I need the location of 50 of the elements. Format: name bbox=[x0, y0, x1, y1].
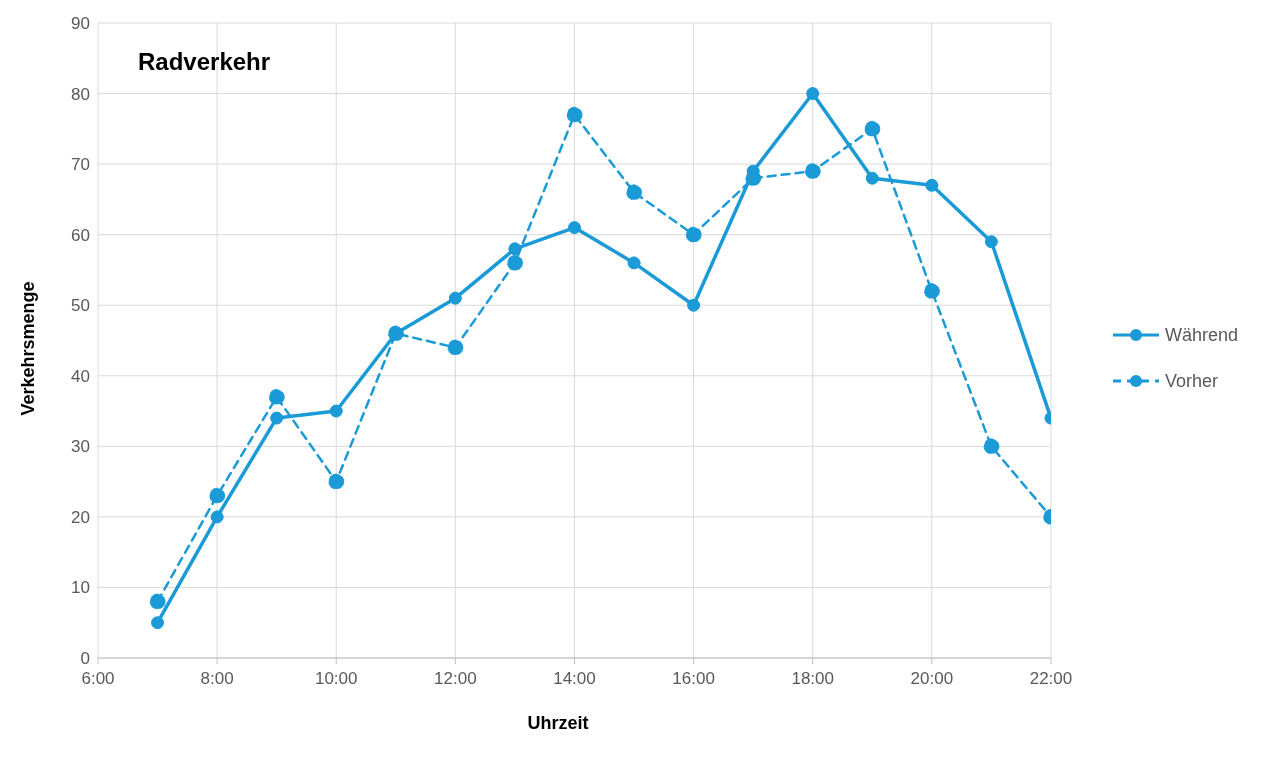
point bbox=[329, 404, 343, 418]
point bbox=[627, 256, 641, 270]
x-tick-label: 14:00 bbox=[553, 669, 596, 689]
point bbox=[806, 87, 820, 101]
point bbox=[506, 254, 523, 271]
point bbox=[448, 291, 462, 305]
point bbox=[151, 616, 165, 630]
text: Radverkehr bbox=[138, 48, 271, 76]
x-tick-label: 10:00 bbox=[314, 669, 358, 689]
y-axis-title: Verkehrsmenge bbox=[17, 280, 39, 418]
y-tick-label: 20 bbox=[71, 507, 90, 527]
legend-label: Vorher bbox=[1164, 370, 1218, 392]
point bbox=[447, 339, 464, 356]
point bbox=[270, 411, 284, 425]
point bbox=[149, 593, 166, 610]
point bbox=[567, 221, 581, 235]
point bbox=[865, 171, 879, 185]
point bbox=[983, 438, 1000, 455]
x-tick-label: 18:00 bbox=[791, 669, 834, 689]
point bbox=[864, 120, 881, 137]
point bbox=[925, 178, 939, 192]
point bbox=[210, 510, 224, 524]
y-tick-label: 40 bbox=[71, 366, 90, 386]
y-tick-label: 30 bbox=[71, 437, 90, 457]
x-tick-label: 12:00 bbox=[434, 669, 477, 689]
y-tick-label: 50 bbox=[71, 296, 90, 316]
y-tick-label: 90 bbox=[71, 14, 90, 34]
x-tick-label: 16:00 bbox=[672, 669, 715, 689]
point bbox=[209, 487, 226, 504]
y-tick-label: 70 bbox=[71, 155, 90, 175]
point bbox=[566, 106, 583, 123]
x-tick-label: 8:00 bbox=[200, 669, 234, 689]
point bbox=[685, 226, 702, 243]
x-tick-label: 22:00 bbox=[1029, 669, 1073, 689]
y-tick-label: 10 bbox=[71, 578, 90, 598]
x-tick-label: 20:00 bbox=[910, 669, 954, 689]
legend-label: Während bbox=[1164, 324, 1238, 346]
x-tick-label: 6:00 bbox=[81, 669, 115, 689]
point bbox=[984, 235, 998, 249]
x-axis-title: Uhrzeit bbox=[526, 713, 590, 734]
point bbox=[508, 242, 522, 256]
point bbox=[804, 163, 821, 180]
point bbox=[923, 283, 940, 300]
point bbox=[687, 298, 701, 312]
y-tick-label: 60 bbox=[71, 225, 90, 245]
point bbox=[328, 473, 345, 490]
y-tick-label: 80 bbox=[71, 84, 90, 104]
point bbox=[268, 388, 285, 405]
point bbox=[626, 184, 643, 201]
y-tick-label: 0 bbox=[80, 649, 90, 669]
